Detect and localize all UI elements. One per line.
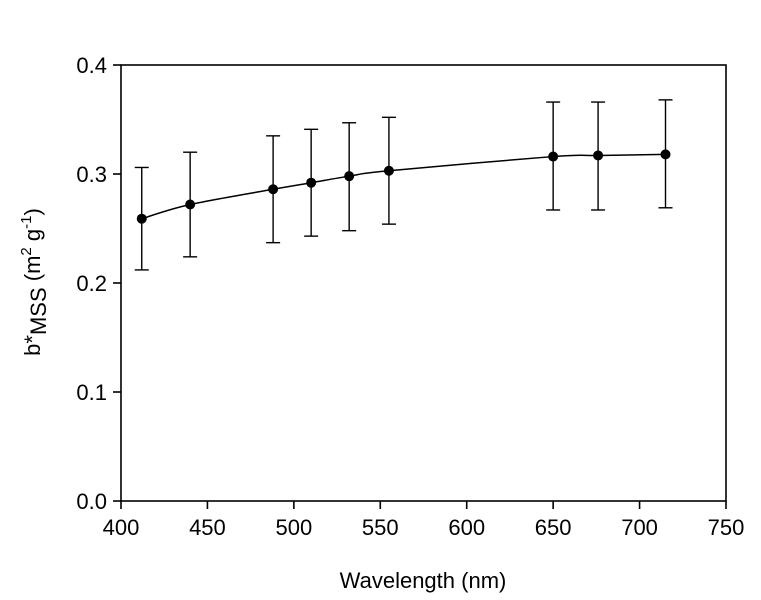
y-tick-label: 0.4	[76, 53, 107, 78]
x-tick-label: 450	[189, 515, 226, 540]
x-tick-label: 650	[535, 515, 572, 540]
y-axis-title-base: b*	[20, 335, 45, 356]
y-tick-label: 0.3	[76, 162, 107, 187]
y-axis-title-sup1: 2	[18, 247, 35, 255]
data-point	[548, 151, 559, 162]
x-tick-label: 550	[362, 515, 399, 540]
data-point	[593, 150, 604, 161]
plot-frame	[120, 64, 727, 502]
x-tick-label: 400	[103, 515, 140, 540]
y-tick-label: 0.1	[76, 380, 107, 405]
y-axis-title-unit-mid: g	[20, 229, 45, 247]
data-series	[134, 99, 673, 271]
y-tick-label: 0.2	[76, 271, 107, 296]
y-axis-title-sup2: -1	[18, 216, 35, 229]
x-tick-label: 750	[708, 515, 745, 540]
data-point	[306, 177, 317, 188]
x-tick-label: 500	[275, 515, 312, 540]
y-axis-title-subscript: MSS	[26, 287, 51, 335]
series-line	[141, 153, 666, 220]
data-point	[185, 199, 196, 210]
y-axis-title: b*MSS (m2 g-1)	[18, 208, 51, 356]
y-axis-ticks: 0.0 0.1 0.2 0.3 0.4	[76, 53, 121, 514]
y-tick-label: 0.0	[76, 489, 107, 514]
plot-area-border	[120, 64, 727, 502]
x-tick-label: 600	[448, 515, 485, 540]
y-axis-title-unit-close: )	[20, 208, 45, 215]
x-axis-title: Wavelength (nm)	[340, 568, 507, 593]
data-point	[268, 184, 279, 195]
data-point	[383, 165, 394, 176]
x-axis-ticks: 400 450 500 550 600 650 700 750	[103, 501, 745, 540]
data-point	[136, 213, 147, 224]
data-point	[344, 171, 355, 182]
data-point	[660, 149, 671, 160]
x-tick-label: 700	[621, 515, 658, 540]
y-axis-title-unit-open: (m	[20, 256, 45, 288]
